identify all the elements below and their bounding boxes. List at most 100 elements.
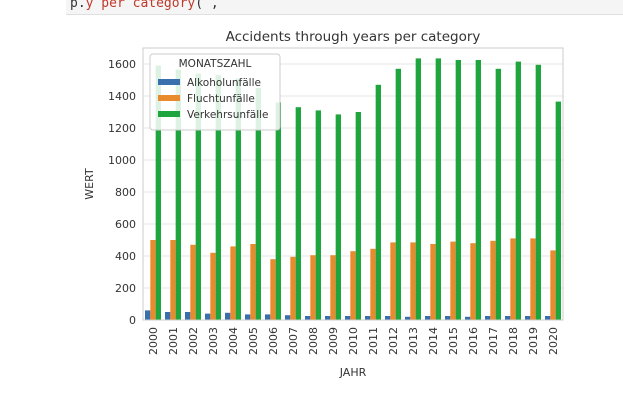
bar <box>175 69 181 320</box>
x-axis-ticks: 2000 2001 2002 2003 2004 2005 2006 2007 2008 2009… <box>147 327 560 355</box>
bar <box>350 251 356 320</box>
x-tick-label: 2002 <box>187 327 200 355</box>
bar <box>275 102 281 321</box>
y-tick-label: 600 <box>115 218 136 231</box>
y-tick-label: 200 <box>115 282 136 295</box>
bar <box>465 316 471 320</box>
bar <box>210 252 216 320</box>
bar <box>145 310 151 320</box>
bar <box>410 242 416 320</box>
bar <box>330 255 336 320</box>
bar <box>470 243 476 320</box>
bar <box>495 68 501 320</box>
legend: MONATSZAHL Alkoholunfälle Fluchtunfälle Ver… <box>149 53 281 131</box>
x-tick-label: 2019 <box>527 327 540 355</box>
x-tick-label: 2015 <box>447 327 460 355</box>
legend-entry: Alkoholunfälle <box>187 77 261 89</box>
bar <box>375 84 381 320</box>
x-tick-label: 2011 <box>367 327 380 355</box>
y-tick-label: 0 <box>129 314 136 327</box>
bar <box>270 259 276 320</box>
y-axis-ticks: 0 200 400 600 800 1000 1200 1400 1600 <box>108 58 136 327</box>
legend-entry: Fluchtunfälle <box>187 93 255 105</box>
bar <box>550 250 556 320</box>
bar <box>335 114 341 321</box>
bar <box>310 255 316 320</box>
legend-box <box>149 53 281 131</box>
x-tick-label: 2008 <box>307 327 320 355</box>
x-axis-label: JAHR <box>339 366 367 379</box>
x-tick-label: 2018 <box>507 327 520 355</box>
x-tick-label: 2001 <box>167 327 180 355</box>
bar <box>450 241 456 320</box>
bar <box>530 238 536 320</box>
bar <box>435 58 441 321</box>
y-tick-label: 1400 <box>108 90 136 103</box>
code-cell-fragment: p.y per category( , <box>66 0 623 15</box>
y-tick-label: 1600 <box>108 58 136 71</box>
bar <box>510 238 516 320</box>
x-tick-label: 2013 <box>407 327 420 355</box>
x-tick-label: 2007 <box>287 327 300 355</box>
bar <box>395 68 401 320</box>
x-tick-label: 2000 <box>147 327 160 355</box>
x-tick-label: 2004 <box>227 327 240 355</box>
bar <box>390 242 396 320</box>
x-tick-label: 2009 <box>327 327 340 355</box>
bar <box>265 314 271 320</box>
bar <box>370 248 376 320</box>
code-line: p.y per category( , <box>70 0 219 11</box>
bar <box>230 246 236 320</box>
bar <box>215 75 221 320</box>
x-tick-label: 2012 <box>387 327 400 355</box>
bar <box>490 240 496 320</box>
chart-title: Accidents through years per category <box>226 29 481 45</box>
bar <box>515 61 521 320</box>
bar <box>305 316 311 320</box>
bar <box>290 256 296 320</box>
bar <box>415 58 421 321</box>
x-tick-label: 2006 <box>267 327 280 355</box>
bar <box>555 101 561 320</box>
bar <box>235 78 241 321</box>
bar <box>430 244 436 320</box>
bar <box>325 316 331 320</box>
bars <box>145 58 561 321</box>
bar <box>150 240 156 320</box>
legend-entry: Verkehrsunfälle <box>187 109 269 121</box>
x-tick-label: 2005 <box>247 327 260 355</box>
y-tick-label: 1200 <box>108 122 136 135</box>
y-tick-label: 800 <box>115 186 136 199</box>
legend-title: MONATSZAHL <box>179 58 252 70</box>
bar <box>170 240 176 320</box>
y-tick-label: 1000 <box>108 154 136 167</box>
legend-swatch <box>158 95 180 101</box>
x-tick-label: 2014 <box>427 327 440 355</box>
bar <box>445 316 451 320</box>
bar <box>185 312 191 320</box>
x-tick-label: 2017 <box>487 327 500 355</box>
bar <box>245 314 251 320</box>
y-tick-label: 400 <box>115 250 136 263</box>
bar <box>365 316 371 320</box>
bar <box>295 107 301 320</box>
bar <box>155 65 161 320</box>
bar <box>225 312 231 320</box>
legend-swatch <box>158 79 180 85</box>
bar <box>190 244 196 320</box>
bar <box>195 73 201 320</box>
bar <box>385 316 391 320</box>
bar <box>525 316 531 320</box>
x-tick-label: 2016 <box>467 327 480 355</box>
bar <box>285 315 291 320</box>
x-tick-label: 2010 <box>347 327 360 355</box>
bar <box>485 316 491 320</box>
bar <box>475 60 481 320</box>
bar <box>505 316 511 320</box>
bar <box>255 88 261 320</box>
legend-swatch <box>158 111 180 117</box>
bar <box>535 64 541 320</box>
plot-frame <box>142 47 564 321</box>
bar <box>165 312 171 320</box>
bar <box>315 110 321 321</box>
